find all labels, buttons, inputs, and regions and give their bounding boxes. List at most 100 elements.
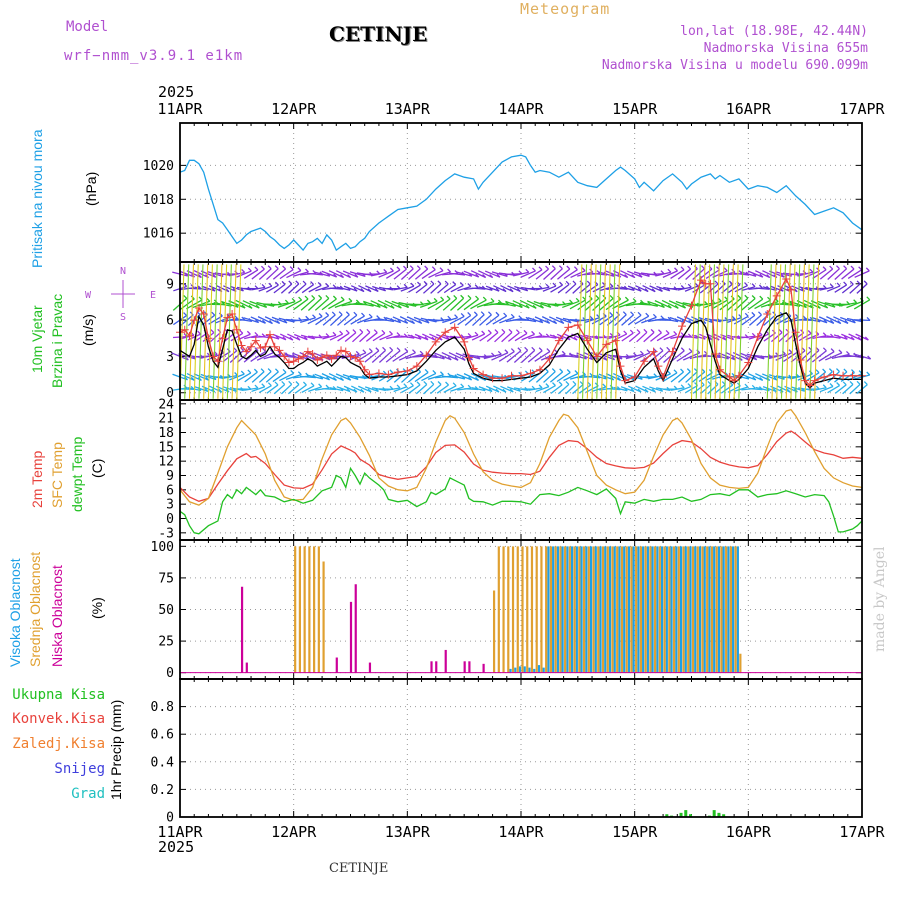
wind-barb (194, 286, 209, 291)
wind-barb (249, 300, 267, 308)
precip-legend-hail: Grad (71, 786, 105, 802)
wind-barb-strong (780, 264, 787, 399)
wind-barb-head (660, 303, 665, 308)
temperature-ytick-label: 9 (166, 469, 174, 484)
wind-barb (650, 332, 662, 342)
wind-barb (613, 333, 628, 341)
wind-barb-head (418, 319, 423, 324)
wind-barb-head (467, 312, 472, 316)
temp-label-dewpt: dewpt Temp (69, 436, 85, 512)
wind-barb (485, 285, 500, 292)
wind-barb-head (843, 281, 848, 286)
wind-barb-head (297, 267, 302, 272)
wind-barb (639, 301, 658, 307)
wind-barb (434, 318, 451, 322)
wind-barb-head (459, 281, 464, 286)
wind-barb-head (496, 273, 501, 278)
wind-barb (620, 386, 635, 393)
wind-barb (675, 300, 694, 308)
wind-barb (777, 385, 791, 393)
wind-barb (337, 332, 350, 342)
wind-gust-marker (654, 362, 663, 371)
wind-barb (478, 386, 493, 393)
wind-barb-head (509, 388, 514, 393)
wind-barb-head (396, 384, 401, 389)
wind-barb-head (302, 280, 307, 285)
wind-barb (834, 384, 847, 394)
wind-barb-head (866, 296, 871, 301)
wind-barb-head (411, 320, 415, 325)
wind-barb (534, 350, 551, 362)
wind-barb-head (410, 282, 415, 287)
wind-barb (662, 270, 678, 278)
wind-barb-head (368, 348, 373, 353)
wind-barb-head (489, 274, 494, 279)
wind-barb-head (538, 285, 543, 290)
wind-gust-marker (280, 352, 289, 361)
wind-barb-head (353, 388, 358, 393)
wind-barb (441, 375, 458, 379)
wind-barb (506, 350, 522, 363)
wind-panel: 0 3 6 9 (166, 261, 872, 401)
wind-barb (636, 331, 648, 343)
wind-barb-head (325, 312, 330, 316)
wind-barb-head (759, 273, 764, 278)
wind-barb (500, 385, 514, 393)
wind-barb (557, 383, 570, 395)
wind-barb (321, 270, 337, 278)
wind-barb-head (289, 336, 294, 341)
wind-barb (485, 314, 500, 326)
wind-barb-head (560, 319, 565, 324)
wind-barb-head (210, 329, 215, 334)
wind-barb-head (439, 267, 444, 272)
wind-barb (526, 300, 544, 309)
wind-barb-head (531, 267, 536, 272)
wind-barb (563, 269, 578, 280)
wind-barb-head (495, 311, 500, 316)
wind-barb-head (807, 330, 812, 334)
wind-barb-head (565, 380, 570, 385)
wind-barb-head (850, 336, 855, 341)
wind-barb (741, 286, 756, 292)
wind-barb-head (254, 347, 259, 352)
wind-gust-marker (284, 358, 293, 367)
wind-barb (363, 374, 380, 380)
wind-barb-head (318, 313, 323, 317)
wind-barb-head (545, 283, 550, 288)
wind-barb-head (531, 330, 536, 335)
wind-barb-head (532, 304, 537, 309)
wind-barb-head (340, 296, 345, 301)
wind-barb (849, 283, 861, 294)
wind-barb-head (837, 320, 842, 325)
wind-barb-head (473, 311, 478, 316)
wind-barb (628, 332, 641, 343)
clouds-panel: 0 25 50 75 100 (151, 539, 863, 681)
temp-label-sfc: SFC Temp (49, 442, 65, 508)
wind-barb-head (332, 331, 337, 336)
wind-barb (592, 386, 607, 392)
wind-barb (251, 268, 265, 280)
wind-gust-marker (696, 276, 705, 285)
wind-barb (406, 316, 422, 325)
wind-barb-head (651, 288, 656, 293)
temperature-ytick-label: 18 (158, 426, 174, 441)
wind-barb-head (274, 381, 279, 386)
wind-gust-marker (734, 371, 743, 380)
wind-barb-strong (695, 264, 701, 399)
wind-barb-head (347, 376, 352, 381)
wind-barb-head (687, 383, 692, 388)
wind-barb (791, 386, 805, 392)
wind-barb (613, 287, 628, 290)
wind-barb (627, 314, 642, 326)
wind-barb (769, 270, 785, 278)
wind-barb (620, 286, 635, 291)
wind-barb-strong (591, 264, 597, 399)
wind-gust-marker (294, 354, 303, 363)
precip-legend-total: Ukupna Kisa (12, 687, 105, 703)
wind-barb (705, 372, 721, 382)
wind-barb (295, 283, 307, 294)
temperature-ytick-label: 0 (166, 512, 174, 527)
wind-barb (627, 285, 642, 292)
wind-barb (741, 335, 756, 339)
wind-barb-head (268, 320, 273, 325)
